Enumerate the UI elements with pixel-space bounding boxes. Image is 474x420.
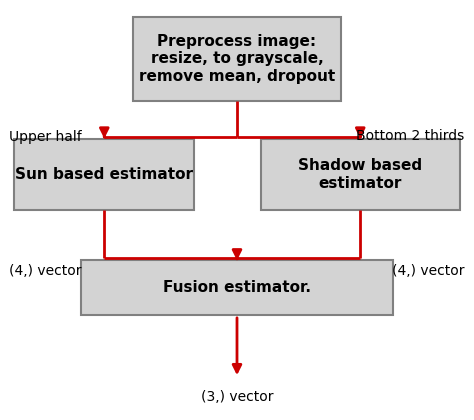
- Text: Sun based estimator: Sun based estimator: [15, 167, 193, 182]
- FancyBboxPatch shape: [14, 139, 194, 210]
- Text: Fusion estimator.: Fusion estimator.: [163, 280, 311, 295]
- Text: Upper half: Upper half: [9, 129, 82, 144]
- Text: Shadow based
estimator: Shadow based estimator: [298, 158, 422, 191]
- Text: (4,) vector: (4,) vector: [392, 264, 465, 278]
- Text: (3,) vector: (3,) vector: [201, 390, 273, 404]
- FancyBboxPatch shape: [133, 17, 341, 101]
- Text: Preprocess image:
resize, to grayscale,
remove mean, dropout: Preprocess image: resize, to grayscale, …: [139, 34, 335, 84]
- Text: (4,) vector: (4,) vector: [9, 264, 82, 278]
- FancyBboxPatch shape: [81, 260, 393, 315]
- Text: Bottom 2 thirds: Bottom 2 thirds: [356, 129, 465, 144]
- FancyBboxPatch shape: [261, 139, 460, 210]
